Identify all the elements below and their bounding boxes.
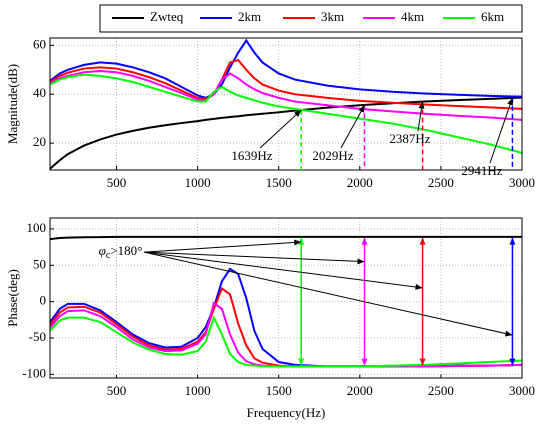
legend-label: 6km bbox=[481, 9, 504, 24]
x-tick-label: 1500 bbox=[266, 175, 292, 190]
arrow-head bbox=[361, 358, 368, 366]
x-tick-label: 1000 bbox=[185, 383, 211, 398]
x-axis-label: Frequency(Hz) bbox=[247, 405, 326, 420]
annotation-label: 2029Hz bbox=[312, 148, 353, 163]
series-line bbox=[50, 315, 522, 368]
axes-box bbox=[49, 37, 523, 171]
series-line bbox=[50, 235, 522, 241]
arrow-head bbox=[294, 110, 302, 118]
subscript: c bbox=[106, 250, 111, 261]
arrow-head bbox=[507, 97, 513, 106]
axes-box bbox=[49, 217, 523, 379]
plot-area bbox=[50, 38, 522, 170]
series-line bbox=[50, 96, 522, 170]
y-tick-label: 50 bbox=[33, 256, 46, 271]
arrow-head bbox=[419, 237, 426, 245]
arrow-head bbox=[418, 101, 425, 109]
arrow-head bbox=[357, 258, 365, 265]
x-tick-label: 500 bbox=[107, 383, 127, 398]
annotation-arrow bbox=[144, 251, 423, 289]
arrow-head bbox=[294, 239, 302, 246]
annotation-arrow bbox=[340, 104, 365, 149]
y-tick-label: 40 bbox=[33, 85, 46, 100]
y-axis-label: Phase(deg) bbox=[5, 269, 20, 327]
series-line bbox=[50, 73, 522, 154]
legend-label: Zwteq bbox=[150, 9, 184, 24]
x-tick-label: 3000 bbox=[509, 175, 535, 190]
y-tick-label: -50 bbox=[29, 329, 46, 344]
arrow-head bbox=[504, 330, 513, 337]
legend-label: 4km bbox=[401, 9, 424, 24]
annotation-label: φc>180° bbox=[99, 243, 143, 261]
x-tick-label: 500 bbox=[107, 175, 127, 190]
y-axis-label: Magnitude(dB) bbox=[5, 64, 20, 144]
series-line bbox=[50, 69, 522, 121]
symbol: φ bbox=[99, 243, 106, 258]
annotation-label: 2941Hz bbox=[461, 163, 502, 178]
annotation-arrow bbox=[489, 97, 513, 164]
arrow-head bbox=[298, 358, 305, 366]
arrow-head bbox=[419, 358, 426, 366]
x-tick-label: 1000 bbox=[185, 175, 211, 190]
x-tick-label: 2000 bbox=[347, 383, 373, 398]
arrow-head bbox=[415, 283, 423, 290]
annotation-arrow bbox=[144, 251, 365, 263]
y-tick-label: -100 bbox=[22, 365, 46, 380]
y-tick-label: 20 bbox=[33, 134, 46, 149]
annotation-label: 1639Hz bbox=[231, 148, 272, 163]
legend-label: 3km bbox=[321, 9, 344, 24]
y-tick-label: 60 bbox=[33, 36, 46, 51]
annotation-arrow bbox=[144, 251, 513, 336]
annotation-arrow bbox=[259, 109, 302, 149]
arrow-head bbox=[358, 105, 365, 113]
arrow-head bbox=[298, 237, 305, 245]
x-tick-label: 3000 bbox=[509, 383, 535, 398]
x-tick-label: 2000 bbox=[347, 175, 373, 190]
legend: Zwteq 2km 3km 4km 6km bbox=[99, 4, 523, 33]
x-tick-label: 2500 bbox=[428, 383, 454, 398]
annotation-label: 2387Hz bbox=[389, 131, 430, 146]
plot-area bbox=[50, 218, 522, 378]
x-tick-label: 2500 bbox=[428, 175, 454, 190]
arrow-head bbox=[509, 237, 516, 245]
y-tick-label: 0 bbox=[40, 293, 47, 308]
text: >180° bbox=[110, 243, 142, 258]
series-line bbox=[50, 58, 522, 110]
annotation-arrow bbox=[144, 241, 302, 253]
arrow-head bbox=[361, 237, 368, 245]
arrow-head bbox=[509, 358, 516, 366]
x-tick-label: 1500 bbox=[266, 383, 292, 398]
y-tick-label: 100 bbox=[27, 220, 47, 235]
legend-label: 2km bbox=[238, 9, 261, 24]
